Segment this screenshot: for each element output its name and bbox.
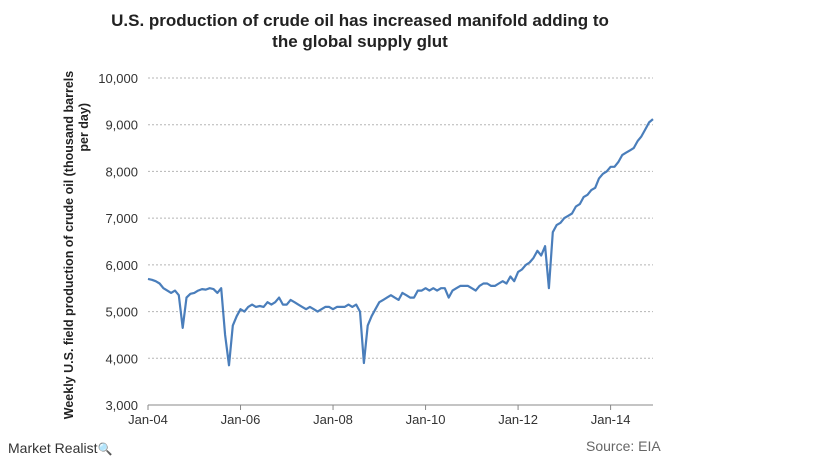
chart-title: U.S. production of crude oil has increas… <box>60 10 660 52</box>
x-tick-label: Jan-14 <box>591 412 631 427</box>
x-tick-label: Jan-06 <box>221 412 261 427</box>
gridlines <box>148 77 653 359</box>
magnifier-icon: 🔍 <box>97 442 113 456</box>
y-axis-label-line-2: per day) <box>77 103 91 152</box>
x-tick-label: Jan-08 <box>313 412 353 427</box>
x-tick-label: Jan-12 <box>498 412 538 427</box>
y-tick-label: 6,000 <box>105 258 138 273</box>
y-tick-label: 8,000 <box>105 164 138 179</box>
y-axis-label-line-1: Weekly U.S. field production of crude oi… <box>62 71 76 419</box>
y-tick-label: 7,000 <box>105 211 138 226</box>
chart-title-line-2: the global supply glut <box>272 32 448 51</box>
y-tick-label: 4,000 <box>105 351 138 366</box>
y-tick-label: 5,000 <box>105 305 138 320</box>
brand-name: Market Realist <box>8 440 98 456</box>
source-note: Source: EIA <box>586 438 661 454</box>
series-group <box>147 118 654 367</box>
y-tick-label: 3,000 <box>105 398 138 413</box>
x-tick-label: Jan-10 <box>406 412 446 427</box>
x-tick-label: Jan-04 <box>128 412 168 427</box>
chart-title-line-1: U.S. production of crude oil has increas… <box>111 11 609 30</box>
y-tick-label: 10,000 <box>98 71 138 86</box>
series-line-0 <box>147 118 654 367</box>
y-tick-label: 9,000 <box>105 118 138 133</box>
y-axis-ticks: 3,000 4,000 5,000 6,000 7,000 8,000 9,000 10,00… <box>98 71 138 413</box>
brand-logo: Market Realist🔍 <box>8 440 112 456</box>
x-axis: Jan-04 Jan-06 Jan-08 Jan-10 Jan-12 Jan-14 <box>128 404 653 427</box>
